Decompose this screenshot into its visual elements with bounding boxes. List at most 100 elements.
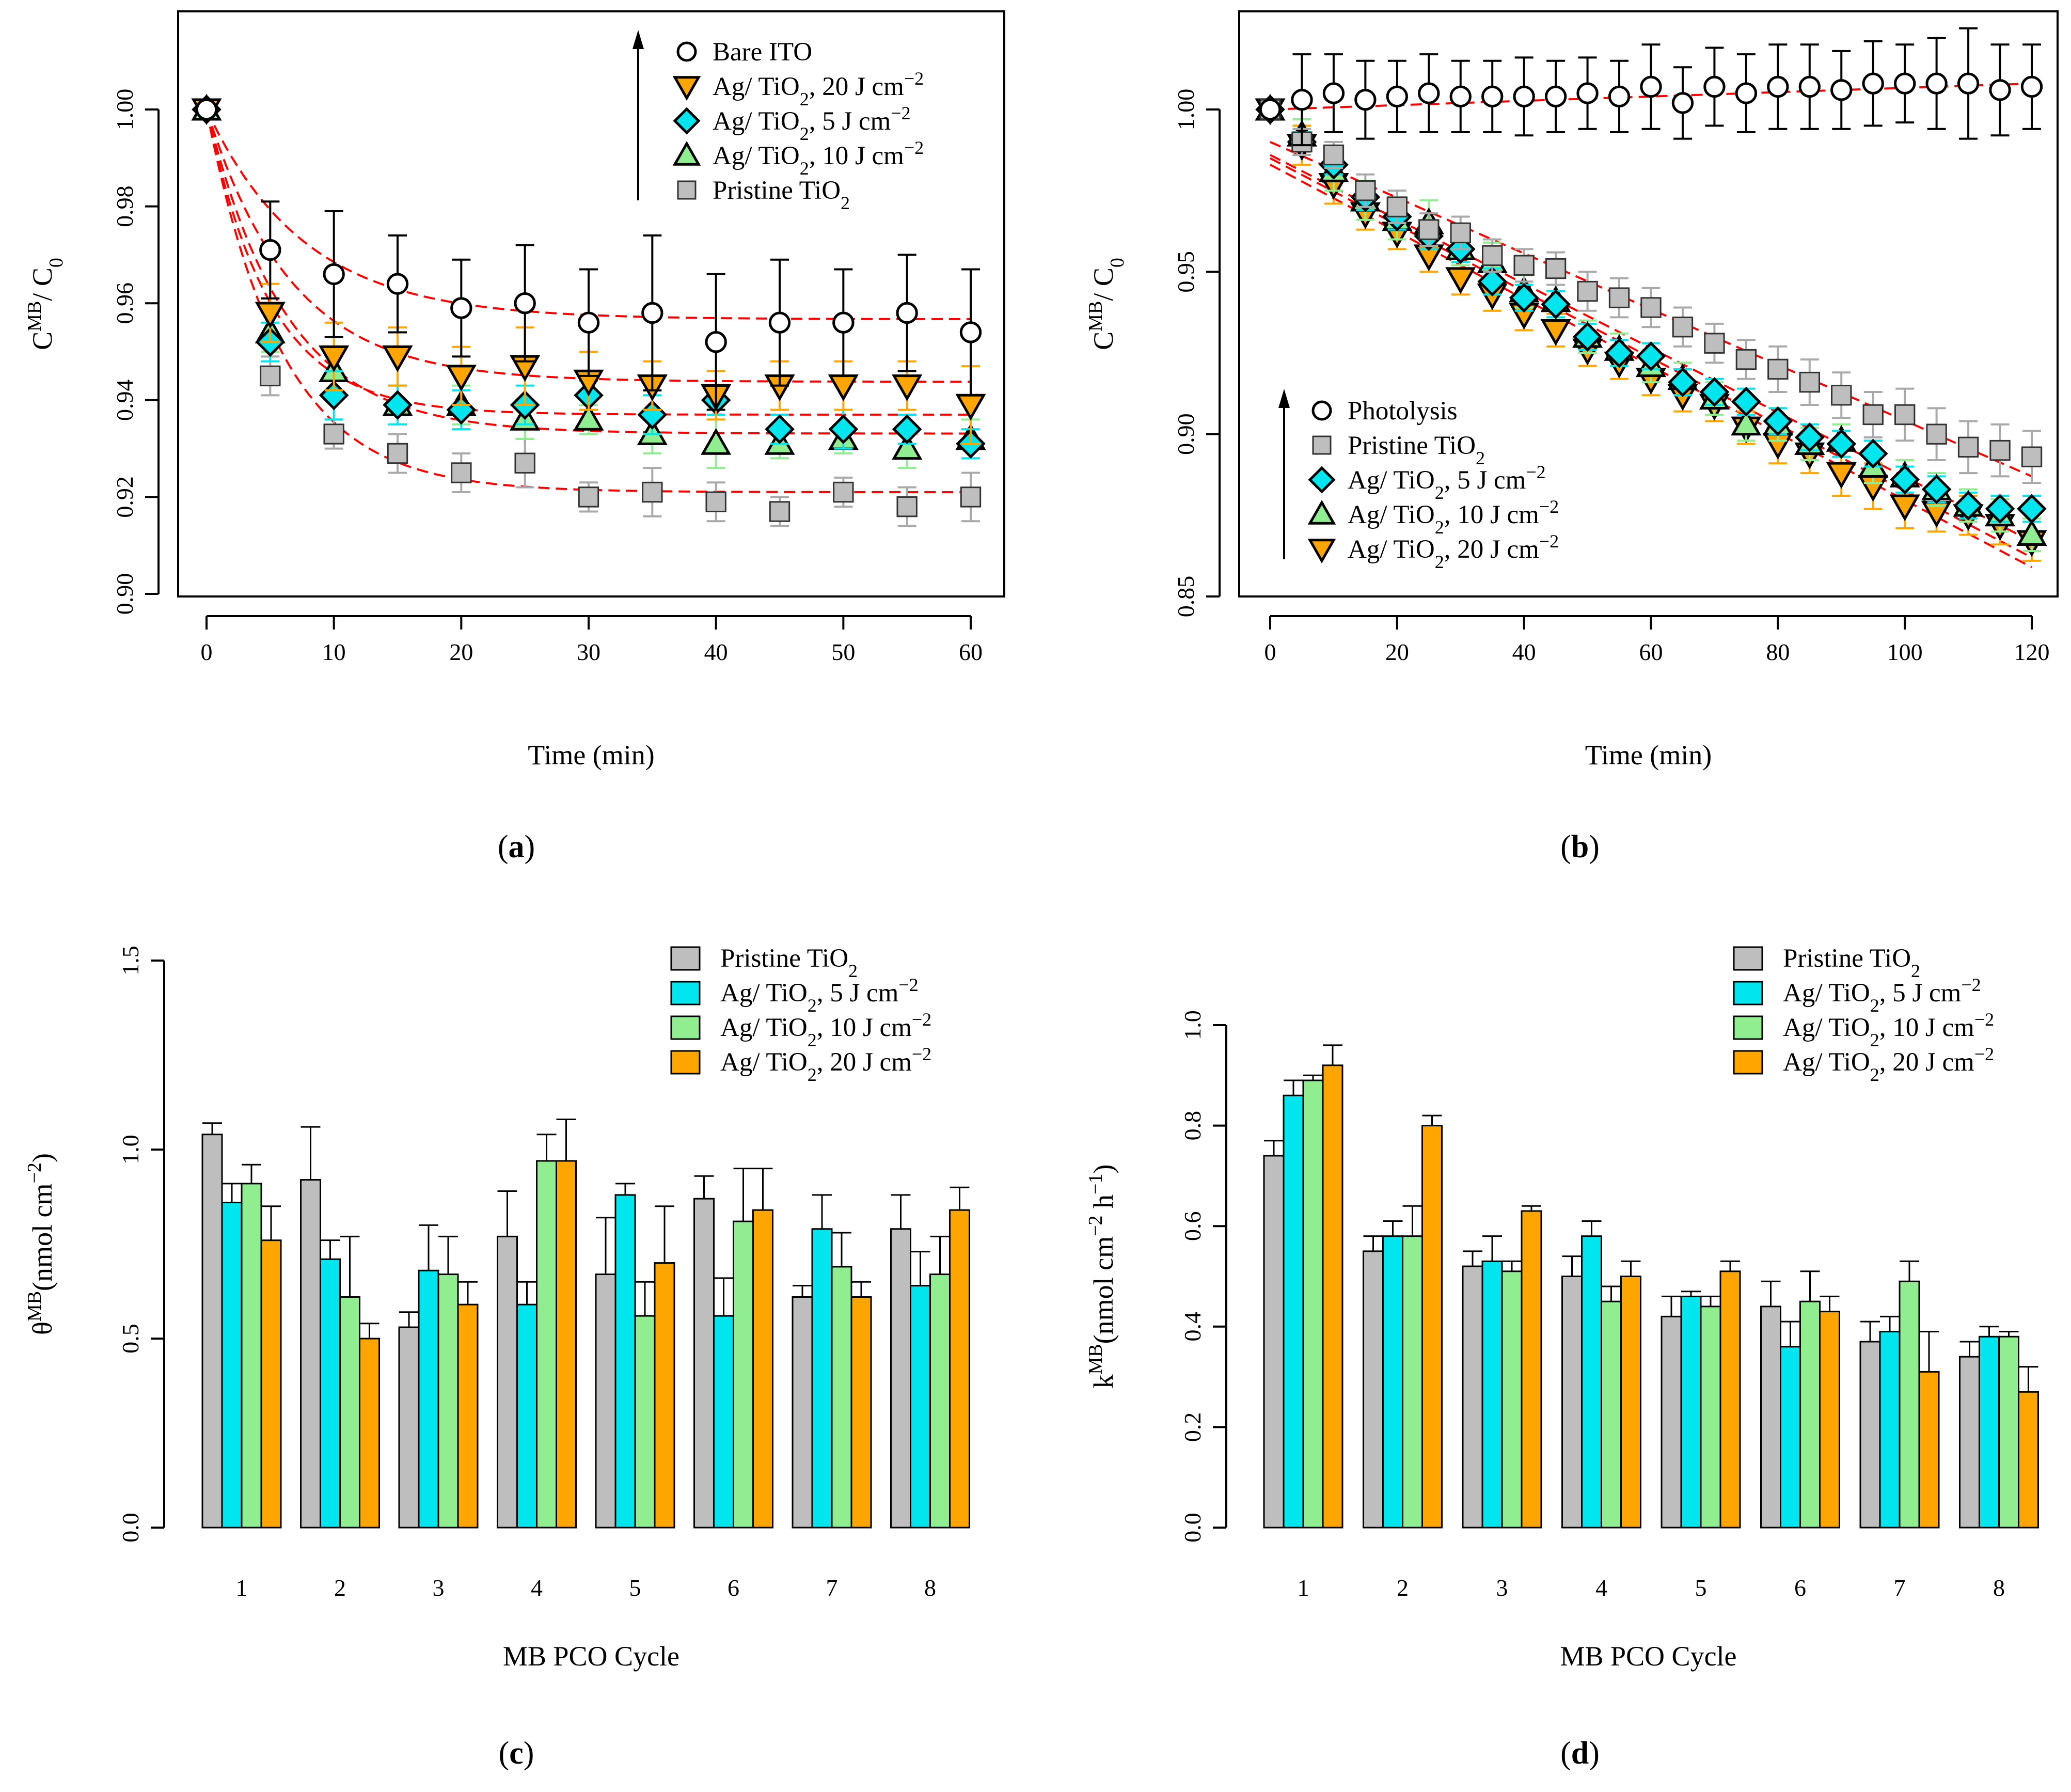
data-series [1259,27,2043,147]
data-point [1830,79,1853,101]
x-tick-label: 0 [1264,639,1276,665]
bar [1859,1341,1881,1529]
x-tick-label: 50 [831,639,855,665]
data-point [1291,88,1313,111]
x-tick-label: 120 [2014,639,2050,665]
data-point [833,481,854,503]
bar [850,1296,872,1529]
bar [536,1160,557,1529]
data-point [1544,85,1567,108]
bar [1918,1371,1940,1529]
data-point [1831,385,1852,406]
data-point [577,311,600,334]
bar [359,1338,380,1529]
data-point [1957,436,1979,458]
data-point [386,273,409,295]
bar [1680,1295,1702,1529]
data-point [1767,75,1789,98]
data-point [1926,423,1947,445]
y-tick-label: 0.90 [1173,413,1199,455]
legend-arrow-head [633,30,644,49]
data-point [1953,491,1983,521]
legend-swatch [1733,946,1763,971]
data-point [1894,404,1916,426]
panel-label: (c) [499,1736,534,1771]
data-point [578,486,599,508]
y-tick-label: 0.0 [117,1513,144,1543]
plot-frame [177,10,1005,598]
bar [831,1266,852,1529]
y-tick-label: 0.6 [1179,1211,1206,1241]
legend-marker [1312,435,1332,455]
data-point [1640,75,1662,98]
data-point [701,428,732,455]
legend-label: Ag/ TiO2, 5 J cm−2 [1348,462,1546,503]
data-point [1259,98,1282,121]
data-point [2017,494,2047,524]
data-point [1989,79,2011,101]
data-point [2021,446,2043,467]
data-point [1985,494,2015,524]
data-point [828,374,859,401]
data-point [1636,341,1666,371]
data-point [195,98,218,121]
data-point [573,403,604,431]
bar [929,1274,951,1529]
y-tick-label: 1.00 [1173,89,1199,131]
data-point [832,311,855,334]
data-point [1323,144,1345,166]
legend-arrow-head [1278,389,1290,408]
bar [556,1160,577,1529]
data-point [1608,85,1631,108]
x-axis-title: MB PCO Cycle [1560,1641,1736,1672]
data-point [1672,317,1694,338]
x-tick-label: 60 [959,639,983,665]
data-point [382,345,413,372]
data-point [2020,75,2043,98]
bar [1363,1250,1384,1529]
data-point [892,374,923,401]
data-point [1576,82,1599,104]
data-point [1450,222,1471,244]
data-point [705,331,727,353]
data-point [387,443,408,464]
bar [910,1285,931,1529]
data-point [896,496,918,517]
data-point [1322,82,1345,104]
bar [752,1209,773,1529]
data-point [1604,338,1634,368]
data-point [705,491,726,512]
y-tick-label: 0.95 [1173,251,1199,293]
data-point [1763,406,1793,436]
x-tick-label: 5 [1695,1575,1707,1601]
data-point [1862,404,1884,426]
data-point [1541,289,1571,320]
bar [713,1315,734,1529]
bar [1263,1155,1285,1529]
data-series [195,98,982,411]
x-tick-label: 20 [449,639,473,665]
legend-marker [1308,466,1336,494]
bar [201,1134,223,1529]
x-tick-label: 10 [322,639,346,665]
y-axis-title: CMB/ C0 [24,258,67,350]
data-point [1794,422,1825,452]
bar [1421,1125,1443,1529]
legend-label: Ag/ TiO2, 20 J cm−2 [713,68,924,109]
data-point [1509,282,1539,313]
data-series [196,99,982,527]
legend-marker [1307,499,1336,525]
data-point [1545,258,1567,279]
data-point [1477,266,1508,297]
data-point [642,481,663,503]
bar [1959,1356,1980,1529]
bar [1481,1260,1503,1529]
bar [733,1220,754,1529]
data-point [259,239,281,261]
data-point [1989,439,2011,461]
legend-label: Ag/ TiO2, 10 J cm−2 [713,137,924,179]
